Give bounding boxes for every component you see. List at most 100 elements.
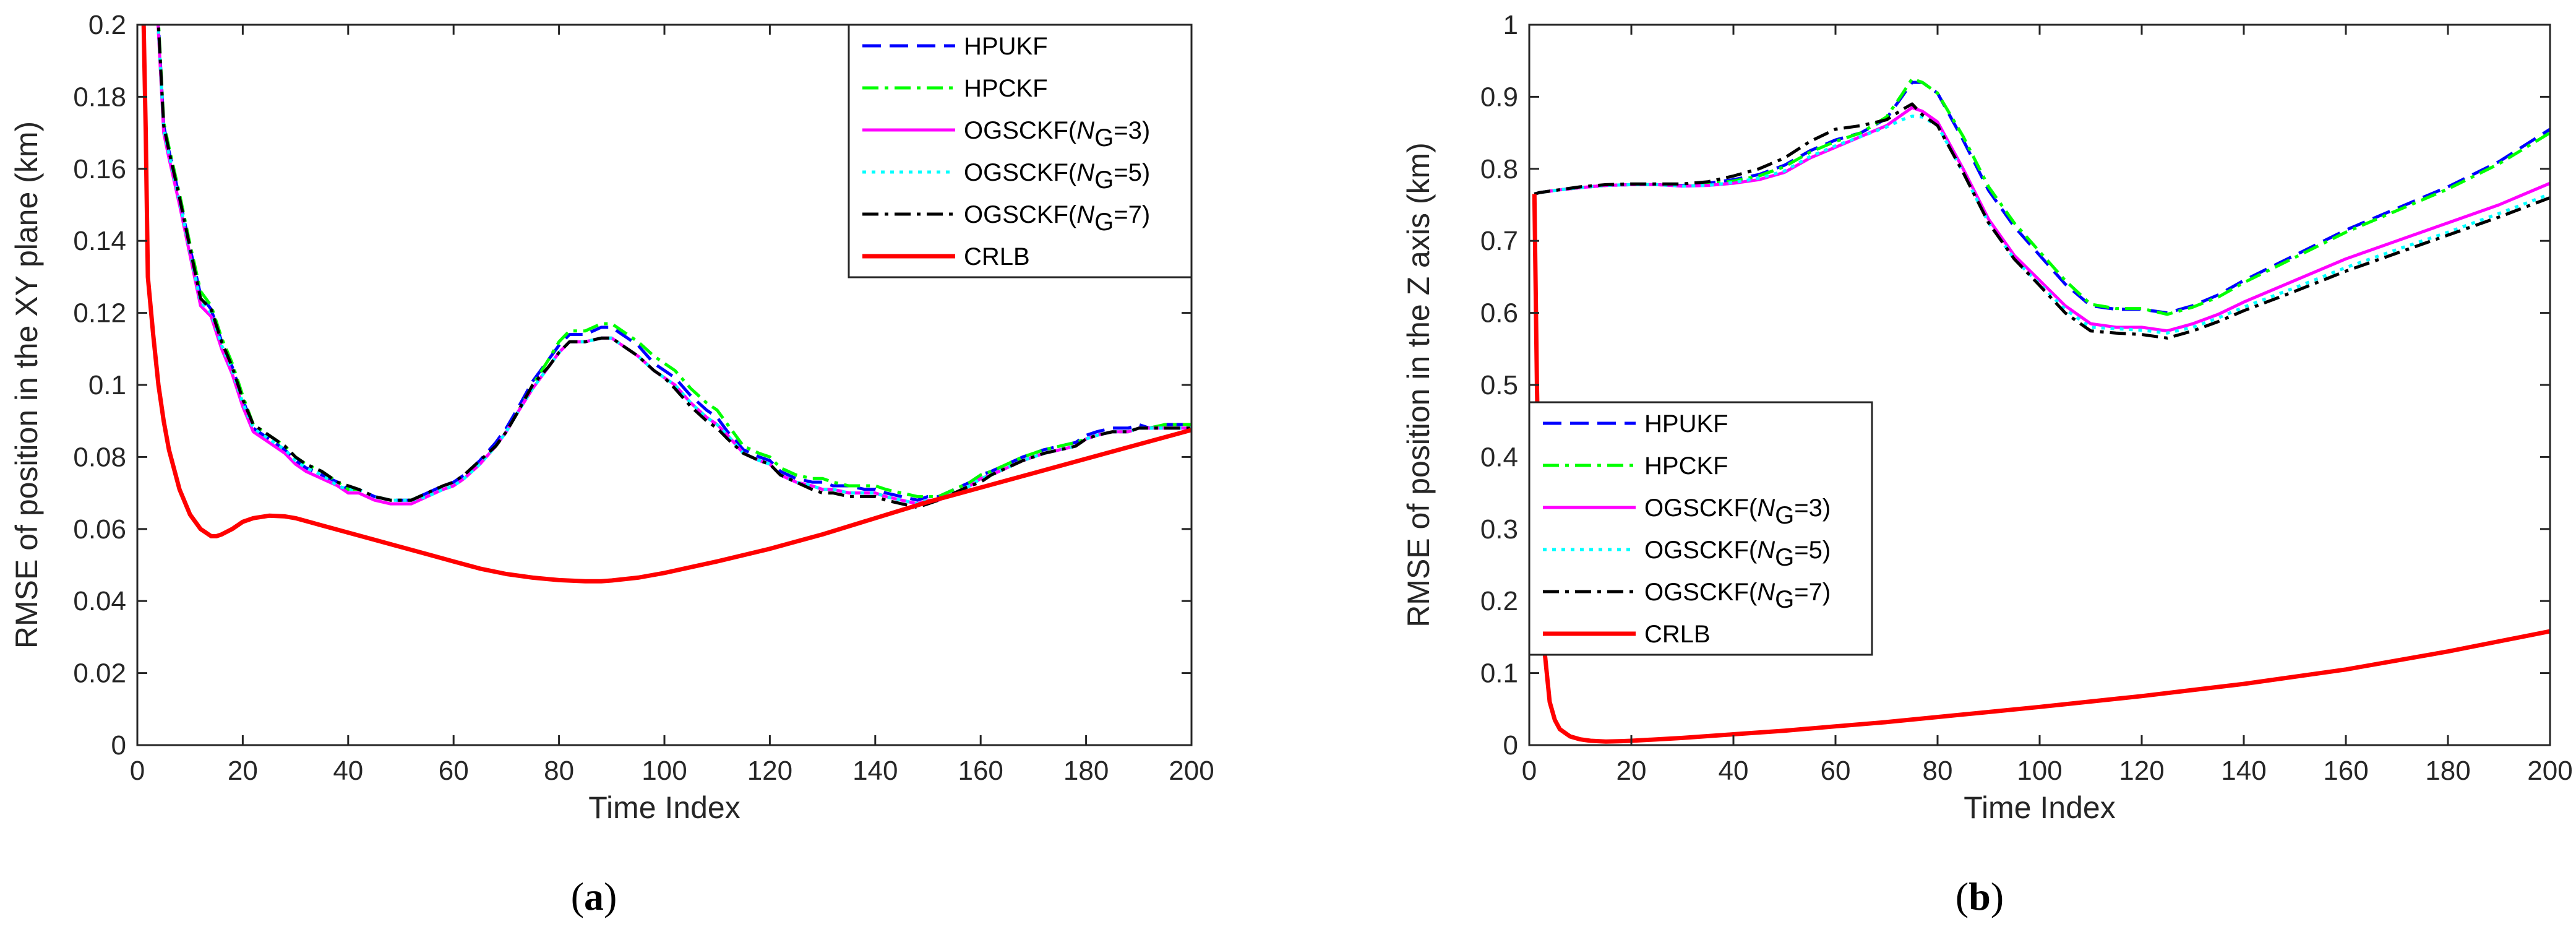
x-tick-label: 80 — [1923, 756, 1953, 786]
legend-label-sub: G — [1094, 166, 1114, 194]
y-tick-label: 0.2 — [88, 10, 126, 40]
x-axis-label: Time Index — [1964, 790, 2115, 825]
series-line-ogsckf-ng-5- — [157, 25, 1191, 506]
legend-label: OGSCKF(NG=3) — [1644, 494, 1831, 529]
caption-close: ) — [604, 874, 617, 918]
panel-caption: (a) — [571, 874, 617, 918]
x-tick-label: 200 — [2527, 756, 2572, 786]
y-tick-label: 0.5 — [1480, 370, 1518, 400]
legend-label-sub: G — [1094, 209, 1114, 236]
legend-label-sub: G — [1775, 544, 1794, 571]
x-tick-label: 160 — [2323, 756, 2368, 786]
legend-label-suffix: =5) — [1794, 537, 1831, 564]
x-tick-label: 200 — [1169, 756, 1214, 786]
legend-label-suffix: =5) — [1114, 159, 1150, 186]
legend-label-prefix: OGSCKF( — [964, 159, 1077, 186]
legend-label-prefix: OGSCKF( — [1644, 537, 1758, 564]
legend-label-italic: N — [1757, 537, 1775, 564]
y-tick-label: 0.14 — [73, 226, 126, 256]
y-tick-label: 0.16 — [73, 154, 126, 184]
series-line-crlb — [1532, 194, 2550, 744]
legend: HPUKFHPCKFOGSCKF(NG=3)OGSCKF(NG=5)OGSCKF… — [848, 24, 1193, 278]
x-tick-label: 60 — [439, 756, 469, 786]
y-tick-label: 1 — [1503, 10, 1518, 40]
y-tick-label: 0.7 — [1480, 226, 1518, 256]
legend-label: HPUKF — [1644, 410, 1728, 438]
legend-label-sub: G — [1094, 124, 1114, 152]
y-tick-label: 0.4 — [1480, 442, 1518, 472]
caption-letter: a — [584, 874, 604, 918]
x-tick-label: 140 — [852, 756, 898, 786]
series-line-hpckf — [1534, 77, 2550, 316]
legend-label-prefix: OGSCKF( — [964, 201, 1077, 228]
legend-label-sub: G — [1775, 586, 1794, 613]
series-line-ogsckf-ng-3- — [1534, 106, 2550, 333]
x-tick-label: 80 — [544, 756, 574, 786]
series-group — [1532, 77, 2550, 744]
legend-label-italic: N — [1076, 117, 1094, 144]
legend: HPUKFHPCKFOGSCKF(NG=3)OGSCKF(NG=5)OGSCKF… — [1528, 401, 1873, 656]
x-tick-label: 100 — [642, 756, 687, 786]
x-tick-label: 40 — [1719, 756, 1749, 786]
legend-label-sub: G — [1775, 502, 1794, 529]
caption-open: ( — [1956, 874, 1968, 918]
legend-label-prefix: OGSCKF( — [964, 117, 1077, 144]
legend-label-italic: N — [1757, 494, 1775, 522]
legend-label: HPUKF — [964, 33, 1048, 60]
y-tick-label: 0.6 — [1480, 298, 1518, 329]
y-tick-label: 0 — [1503, 730, 1518, 761]
legend-label: OGSCKF(NG=7) — [964, 201, 1150, 236]
legend-label: HPCKF — [964, 75, 1048, 102]
chart-b: 0 20 40 60 80 100 120 140 160 180 200 0 0.1 0.2 0.3 0.4… — [1401, 10, 2573, 918]
y-tick-label: 0.02 — [73, 658, 126, 689]
caption-open: ( — [571, 874, 584, 918]
x-tick-label: 140 — [2221, 756, 2266, 786]
legend-label: OGSCKF(NG=7) — [1644, 579, 1831, 613]
x-tick-label: 0 — [130, 756, 145, 786]
legend-label-suffix: =7) — [1794, 579, 1831, 606]
y-tick-label: 0.18 — [73, 82, 126, 112]
chart-a: 0 20 40 60 80 100 120 140 160 180 200 0 0.02 0.04 0.06… — [9, 10, 1214, 918]
legend-label-prefix: OGSCKF( — [1644, 579, 1758, 606]
legend-label: CRLB — [964, 243, 1030, 270]
legend-label-italic: N — [1076, 201, 1094, 228]
y-tick-label: 0.9 — [1480, 82, 1518, 112]
y-tick-label: 0.12 — [73, 298, 126, 329]
legend-label: OGSCKF(NG=5) — [1644, 537, 1831, 571]
y-axis-label: RMSE of position in the XY plane (km) — [9, 121, 44, 649]
y-tick-label: 0 — [111, 730, 126, 761]
x-tick-label: 0 — [1522, 756, 1537, 786]
series-group — [141, 25, 1191, 584]
legend-label: CRLB — [1644, 621, 1711, 648]
x-tick-label: 180 — [1063, 756, 1109, 786]
legend-label-prefix: OGSCKF( — [1644, 494, 1758, 522]
y-tick-label: 0.2 — [1480, 586, 1518, 616]
x-tick-label: 180 — [2425, 756, 2470, 786]
legend-label-suffix: =3) — [1794, 494, 1831, 522]
legend-box — [848, 24, 1193, 278]
panel-caption: (b) — [1956, 874, 2004, 918]
x-tick-label: 20 — [1616, 756, 1647, 786]
x-tick-label: 20 — [228, 756, 258, 786]
legend-label-suffix: =3) — [1114, 117, 1150, 144]
x-tick-label: 120 — [747, 756, 792, 786]
y-tick-label: 0.08 — [73, 442, 126, 472]
legend-label: OGSCKF(NG=3) — [964, 117, 1150, 152]
legend-box — [1528, 401, 1873, 656]
legend-label-suffix: =7) — [1114, 201, 1150, 228]
legend-label: HPCKF — [1644, 452, 1728, 480]
caption-letter: b — [1968, 874, 1991, 918]
legend-label-italic: N — [1076, 159, 1094, 186]
series-line-ogsckf-ng-7- — [1534, 102, 2550, 340]
x-tick-label: 40 — [333, 756, 363, 786]
y-tick-label: 0.1 — [88, 370, 126, 400]
legend-label: OGSCKF(NG=5) — [964, 159, 1150, 194]
y-tick-label: 0.06 — [73, 514, 126, 545]
y-axis-label: RMSE of position in the Z axis (km) — [1401, 142, 1436, 628]
series-line-hpckf — [157, 25, 1191, 502]
x-tick-label: 160 — [958, 756, 1003, 786]
y-tick-label: 0.04 — [73, 586, 126, 616]
legend-label-italic: N — [1757, 579, 1775, 606]
y-tick-label: 0.8 — [1480, 154, 1518, 184]
